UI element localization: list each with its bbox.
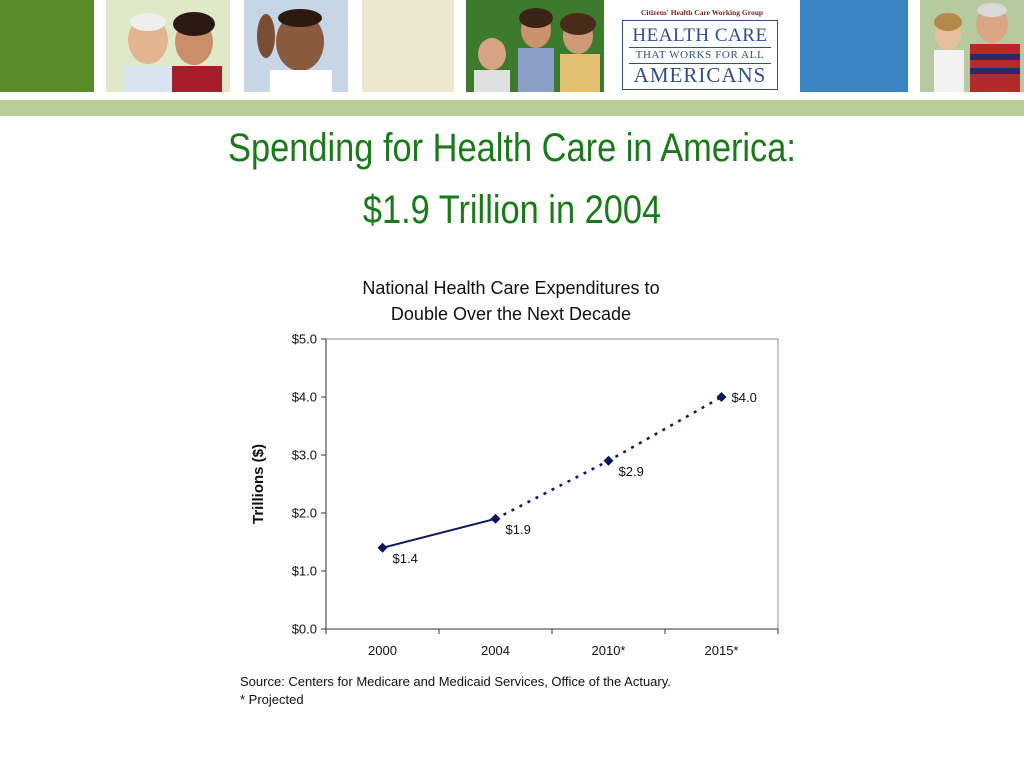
data-point [716,392,727,402]
data-point [603,455,614,466]
data-label: $1.9 [506,522,531,537]
grandparent-child-photo [920,0,1024,92]
logo-line-3: AMERICANS [633,63,767,87]
y-tick-label: $2.0 [292,506,317,521]
logo-line-2: THAT WORKS FOR ALL [635,49,765,61]
photo-banner: Citizens' Health Care Working Group HEAL… [0,0,1024,96]
y-tick-label: $0.0 [292,622,317,637]
header-divider [0,100,1024,116]
data-point [377,542,388,553]
y-tick-label: $1.0 [292,564,317,579]
smiling-man-photo [244,0,348,92]
data-label: $2.9 [619,464,644,479]
data-label: $1.4 [393,551,418,566]
series-line-actual [382,517,496,549]
logo-tagline: Citizens' Health Care Working Group [640,8,764,17]
plot-area [325,338,779,630]
chart-source: Source: Centers for Medicare and Medicai… [240,674,671,689]
logo-divider [629,47,771,48]
green-block [0,0,94,92]
chart-title-line-1: National Health Care Expenditures to [362,278,659,298]
y-tick-label: $3.0 [292,448,317,463]
logo-frame: HEALTH CARE THAT WORKS FOR ALL AMERICANS [622,20,778,90]
slide-title-line-1: Spending for Health Care in America: [228,126,796,170]
logo-divider [629,63,771,64]
slide-title-line-2: $1.9 Trillion in 2004 [362,188,662,232]
y-tick-label: $4.0 [292,390,317,405]
y-tick-label: $5.0 [292,332,317,347]
x-tick-label: 2010* [592,643,626,658]
logo: Citizens' Health Care Working Group HEAL… [618,2,786,92]
chart-title-line-2: Double Over the Next Decade [391,304,631,324]
data-label: $4.0 [732,390,757,405]
x-tick-label: 2004 [481,643,510,658]
blue-block [800,0,908,92]
y-axis-title: Trillions ($) [250,444,267,524]
chart-footnote: * Projected [240,692,304,707]
children-photo [466,0,604,92]
beige-block [362,0,454,92]
data-point [490,513,501,524]
x-tick-label: 2015* [705,643,739,658]
x-tick-label: 2000 [368,643,397,658]
logo-line-1: HEALTH CARE [632,25,768,46]
senior-couple-photo [106,0,230,92]
